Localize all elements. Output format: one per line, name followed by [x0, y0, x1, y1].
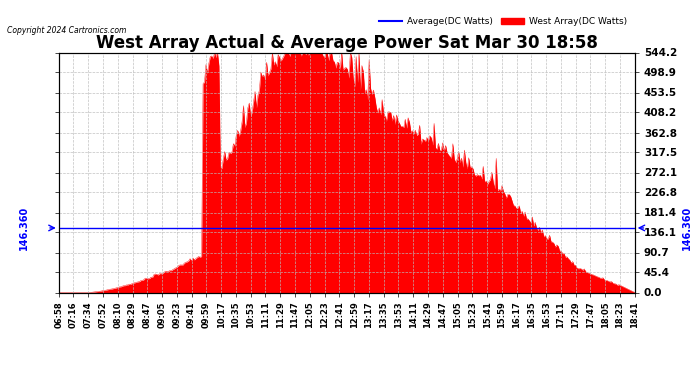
Text: Copyright 2024 Cartronics.com: Copyright 2024 Cartronics.com: [7, 26, 126, 35]
Legend: Average(DC Watts), West Array(DC Watts): Average(DC Watts), West Array(DC Watts): [376, 14, 630, 30]
Text: 146.360: 146.360: [19, 206, 29, 250]
Title: West Array Actual & Average Power Sat Mar 30 18:58: West Array Actual & Average Power Sat Ma…: [96, 34, 598, 53]
Text: 146.360: 146.360: [682, 206, 690, 250]
